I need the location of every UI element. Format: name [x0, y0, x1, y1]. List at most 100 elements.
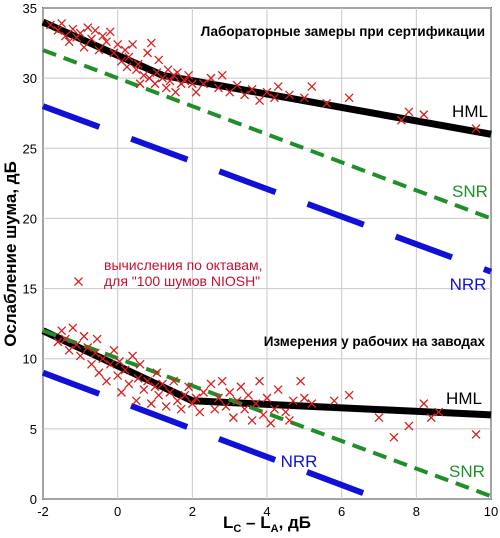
point-stroke: [180, 390, 190, 400]
lab-point: [57, 18, 67, 28]
point-stroke: [139, 385, 149, 395]
point-stroke: [329, 396, 339, 406]
point-stroke: [199, 387, 208, 397]
field-point: [243, 390, 253, 400]
lab-point: [135, 79, 145, 89]
point-stroke: [262, 87, 272, 97]
lab-point: [247, 84, 257, 94]
point-stroke: [266, 418, 276, 428]
point-stroke: [169, 70, 179, 80]
point-stroke: [133, 373, 143, 383]
field-point: [98, 354, 108, 364]
point-stroke: [307, 399, 317, 409]
point-stroke: [255, 376, 264, 386]
y-tick-label: 20: [23, 211, 37, 226]
field-point: [434, 407, 444, 417]
field-point: [284, 415, 294, 425]
point-stroke: [191, 393, 201, 403]
point-stroke: [154, 55, 164, 65]
lab-point: [161, 83, 171, 93]
point-stroke: [217, 70, 227, 80]
point-stroke: [90, 25, 100, 35]
point-stroke: [404, 107, 414, 117]
lab-point: [191, 87, 201, 97]
point-stroke: [53, 25, 63, 35]
point-stroke: [113, 371, 123, 381]
field-point: [90, 348, 100, 358]
lab-point: [109, 48, 119, 58]
point-stroke: [83, 343, 93, 352]
hml-series-label: HML: [446, 389, 482, 408]
lab-point: [128, 40, 138, 49]
lab-point: [322, 98, 332, 108]
point-stroke: [284, 90, 294, 100]
lab-point: [46, 20, 55, 30]
field-point: [288, 396, 298, 406]
lab-point: [284, 90, 294, 100]
point-stroke: [221, 401, 231, 411]
point-stroke: [184, 70, 194, 80]
point-stroke: [195, 407, 205, 417]
lab-point: [165, 76, 175, 86]
point-stroke: [53, 337, 63, 347]
point-stroke: [131, 396, 141, 406]
field-point: [419, 399, 429, 409]
lab-point: [53, 25, 63, 35]
field-point: [247, 415, 257, 425]
x-axis-label-l: L: [223, 513, 233, 532]
field-point: [270, 404, 279, 414]
field-point: [172, 396, 182, 406]
point-stroke: [296, 376, 306, 386]
field-point: [184, 382, 194, 392]
x-tick-label: 8: [413, 504, 420, 519]
nrr-line-field: [41, 369, 381, 502]
field-point: [154, 390, 164, 400]
snr-line-field: [42, 328, 492, 499]
point-stroke: [217, 376, 227, 386]
point-stroke: [176, 404, 186, 414]
point-stroke: [60, 31, 70, 41]
point-stroke: [206, 379, 216, 389]
field-point: [79, 331, 89, 341]
lab-point: [232, 80, 242, 90]
lab-point: [262, 87, 272, 97]
x-tick-label: 0: [114, 504, 121, 519]
field-point: [139, 385, 149, 395]
y-tick-label: 30: [23, 71, 37, 86]
field-point: [389, 432, 399, 442]
field-point: [68, 323, 78, 333]
point-stroke: [187, 79, 197, 89]
point-stroke: [165, 76, 175, 86]
point-stroke: [299, 393, 309, 403]
y-tick-label: 15: [23, 282, 37, 297]
point-stroke: [281, 407, 291, 417]
field-point: [165, 387, 175, 397]
nrr-line-lab: [41, 103, 493, 275]
field-point: [113, 371, 123, 381]
field-point: [199, 387, 208, 397]
point-stroke: [471, 430, 481, 439]
point-stroke: [143, 48, 152, 58]
point-stroke: [214, 393, 223, 403]
point-stroke: [284, 415, 294, 425]
y-tick-label: 25: [23, 141, 37, 156]
field-point: [87, 359, 96, 369]
legend-marker: [74, 277, 83, 287]
point-stroke: [273, 82, 283, 92]
point-stroke: [214, 83, 223, 93]
point-stroke: [75, 28, 85, 38]
point-stroke: [109, 345, 119, 355]
lab-point: [206, 73, 216, 83]
field-point: [206, 379, 216, 389]
lab-point: [217, 70, 227, 80]
field-point: [236, 382, 246, 392]
y-tick-label: 5: [30, 422, 37, 437]
point-stroke: [92, 334, 102, 344]
field-point: [116, 387, 126, 397]
point-stroke: [116, 56, 126, 66]
point-stroke: [210, 404, 220, 414]
point-stroke: [72, 340, 82, 350]
field-point: [225, 387, 235, 397]
point-stroke: [396, 115, 406, 125]
